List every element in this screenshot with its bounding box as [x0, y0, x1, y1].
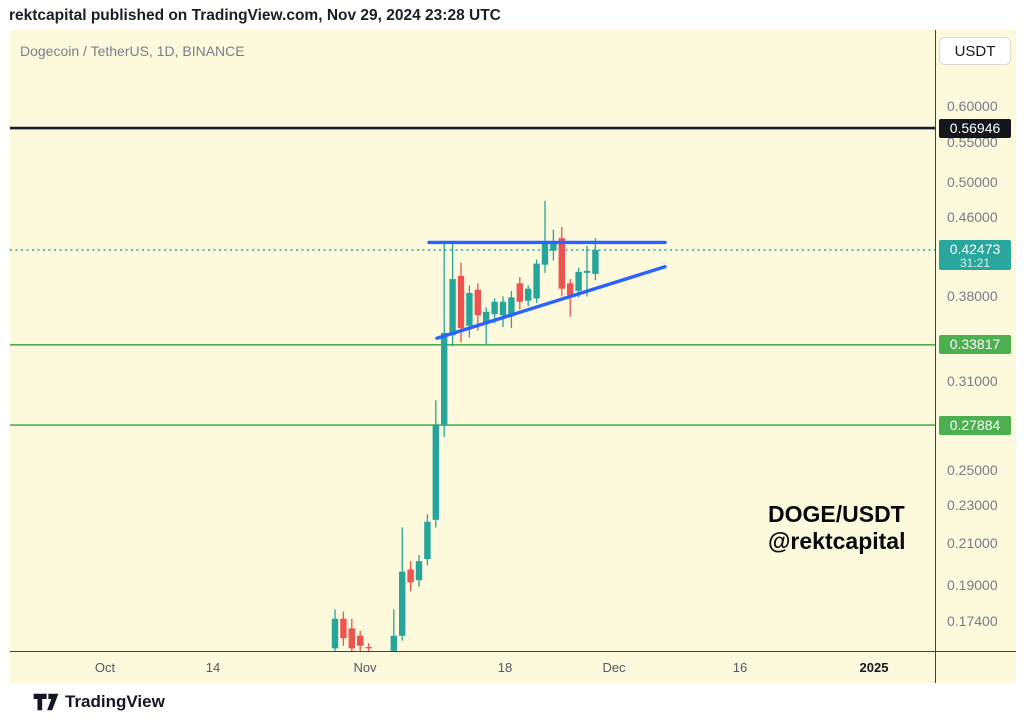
price-tick-label: 0.38000 [947, 288, 998, 305]
attribution-text: rektcapital published on TradingView.com… [9, 7, 501, 24]
candle-body [441, 332, 448, 425]
candle-body [432, 424, 439, 520]
chart-plot-canvas[interactable] [10, 30, 935, 651]
time-tick-label: 18 [497, 660, 513, 675]
candle-body [474, 289, 481, 316]
candle [340, 611, 347, 646]
price-tick-label: 0.46000 [947, 208, 998, 225]
current-price-badge: 0.42473 31:21 [939, 239, 1011, 270]
candle-body [399, 571, 406, 636]
candle [365, 643, 372, 651]
candle [415, 555, 423, 587]
candle-body [541, 243, 549, 265]
time-tick-label: Nov [353, 660, 377, 675]
price-level-badge: 0.33817 [939, 335, 1011, 355]
candle-body [449, 279, 456, 336]
candle-body [457, 275, 465, 329]
candle [541, 200, 549, 273]
candle-body [415, 561, 423, 581]
candle-body [592, 249, 599, 274]
price-axis[interactable]: USDT 0.42473 31:21 0.60000 0.55000 0.50000… [935, 30, 1017, 683]
price-tick-label: 0.23000 [947, 497, 998, 514]
candle-body [499, 301, 507, 316]
price-tick-label: 0.50000 [947, 174, 998, 191]
trendline-support[interactable] [435, 265, 667, 340]
time-tick-label: Dec [602, 660, 626, 675]
candle [508, 290, 515, 329]
candle [550, 229, 557, 261]
tradingview-logo-link[interactable]: TradingView [33, 692, 165, 712]
candle-body [550, 242, 557, 251]
candle-body [424, 521, 431, 560]
candle [432, 400, 439, 528]
symbol-title: Dogecoin / TetherUS, 1D, BINANCE [20, 43, 245, 59]
current-price-value: 0.42473 [949, 240, 1001, 257]
price-level-badge: 0.56946 [939, 118, 1011, 138]
candle-body [583, 270, 591, 273]
candle-body [365, 647, 372, 649]
tradingview-logo-icon [33, 693, 59, 711]
candle [483, 307, 490, 344]
candle-body [340, 618, 347, 639]
candle [592, 238, 599, 281]
candle [390, 609, 397, 651]
candle-body [390, 635, 397, 651]
candle-body [357, 635, 364, 646]
candle [474, 283, 481, 331]
currency-toggle-button[interactable]: USDT [939, 37, 1011, 65]
candle-body [483, 311, 490, 323]
candle-body [407, 569, 414, 583]
candle [399, 527, 406, 641]
bar-countdown: 31:21 [959, 255, 991, 270]
candle [516, 277, 523, 310]
price-tick-label: 0.21000 [947, 534, 998, 551]
candle [449, 241, 456, 347]
candle-body [466, 293, 473, 326]
candle-body [525, 288, 532, 301]
candle [525, 285, 532, 307]
chart-container: Dogecoin / TetherUS, 1D, BINANCE DOGE/US… [10, 30, 1016, 683]
candle-body [575, 271, 582, 291]
candle-body [533, 263, 540, 299]
footer: TradingView [0, 683, 1024, 723]
price-tick-label: 0.17400 [947, 613, 998, 630]
watermark-text: DOGE/USDT @rektcapital [768, 501, 905, 555]
candle [533, 259, 540, 303]
candle-body [508, 297, 515, 317]
watermark-author: @rektcapital [768, 528, 906, 554]
candle [424, 514, 431, 566]
candle-body [558, 238, 565, 289]
price-tick-label: 0.60000 [947, 98, 998, 115]
time-axis[interactable]: Oct 14 Nov 18 Dec 16 2025 [10, 651, 1016, 684]
candle [499, 296, 507, 327]
candle [357, 630, 364, 651]
price-tick-label: 0.19000 [947, 576, 998, 593]
time-tick-label: Oct [94, 660, 116, 675]
price-level-badge: 0.27884 [939, 415, 1011, 435]
time-tick-label: 14 [205, 660, 221, 675]
candle [441, 241, 448, 437]
tradingview-wordmark: TradingView [65, 692, 165, 711]
price-tick-label: 0.55000 [947, 134, 998, 151]
time-tick-label: 2025 [859, 660, 889, 675]
time-tick-label: 16 [732, 660, 748, 675]
candle-body [516, 283, 523, 302]
candle-body [567, 283, 574, 296]
candle-body [331, 618, 339, 649]
candle-body [348, 628, 355, 649]
price-tick-label: 0.25000 [947, 462, 998, 479]
price-tick-label: 0.31000 [947, 372, 998, 389]
candle [558, 226, 565, 297]
watermark-symbol: DOGE/USDT [768, 501, 905, 527]
candle [348, 618, 355, 651]
candle-body [491, 301, 498, 315]
candle [583, 245, 591, 297]
candle [331, 609, 339, 651]
candle [407, 561, 414, 592]
